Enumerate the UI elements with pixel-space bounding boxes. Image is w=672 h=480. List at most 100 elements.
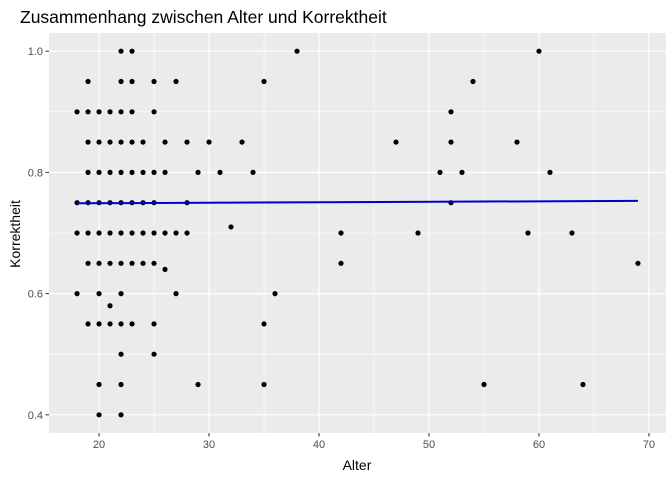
data-point bbox=[74, 230, 80, 236]
data-point bbox=[129, 109, 135, 115]
data-point bbox=[85, 78, 91, 85]
data-point bbox=[107, 260, 113, 266]
data-point bbox=[261, 381, 267, 388]
data-point bbox=[118, 291, 124, 297]
data-point bbox=[525, 230, 531, 236]
data-point bbox=[470, 78, 476, 85]
data-point bbox=[118, 381, 124, 388]
data-point bbox=[129, 78, 135, 85]
data-point bbox=[118, 412, 124, 418]
data-point bbox=[195, 381, 201, 388]
data-point bbox=[96, 139, 102, 145]
data-point bbox=[338, 230, 344, 236]
data-point bbox=[195, 169, 201, 175]
data-point bbox=[118, 78, 124, 85]
data-point bbox=[151, 78, 157, 85]
data-point bbox=[250, 169, 256, 175]
y-tick-label: 0.8 bbox=[28, 167, 43, 179]
x-axis: 20 30 40 50 60 70 bbox=[93, 433, 655, 451]
data-point bbox=[173, 78, 179, 85]
data-point bbox=[206, 139, 212, 145]
data-point bbox=[96, 260, 102, 266]
major-gridlines bbox=[49, 33, 666, 433]
data-point bbox=[162, 230, 168, 236]
data-point bbox=[140, 260, 146, 266]
data-point bbox=[437, 169, 443, 175]
data-point bbox=[393, 139, 399, 145]
data-point bbox=[74, 109, 80, 115]
y-tick-label: 0.4 bbox=[28, 410, 43, 422]
data-point bbox=[118, 260, 124, 266]
data-point bbox=[118, 351, 124, 357]
x-tick-label: 20 bbox=[93, 439, 105, 451]
data-point bbox=[151, 230, 157, 236]
data-point bbox=[228, 224, 234, 230]
data-point bbox=[415, 230, 421, 236]
data-point bbox=[107, 230, 113, 236]
data-point bbox=[151, 321, 157, 327]
data-point bbox=[151, 260, 157, 266]
data-point bbox=[261, 78, 267, 85]
x-tick-label: 60 bbox=[533, 439, 545, 451]
data-point bbox=[118, 230, 124, 236]
x-tick-label: 70 bbox=[643, 439, 655, 451]
data-point bbox=[85, 109, 91, 115]
data-point bbox=[448, 139, 454, 145]
data-point bbox=[107, 139, 113, 145]
data-point bbox=[162, 169, 168, 175]
data-point bbox=[74, 291, 80, 297]
data-point bbox=[151, 169, 157, 175]
data-point bbox=[129, 260, 135, 266]
data-point bbox=[481, 381, 487, 388]
x-tick-label: 40 bbox=[313, 439, 325, 451]
data-point bbox=[96, 412, 102, 418]
data-point bbox=[85, 260, 91, 266]
data-point bbox=[272, 291, 278, 297]
data-point bbox=[547, 169, 553, 175]
data-point bbox=[536, 48, 542, 54]
data-point bbox=[151, 351, 157, 357]
data-point bbox=[118, 109, 124, 115]
data-point bbox=[151, 109, 157, 115]
data-point bbox=[239, 139, 245, 145]
data-point bbox=[459, 169, 465, 175]
data-point bbox=[118, 169, 124, 175]
y-axis-label: Korrektheit bbox=[7, 200, 23, 268]
data-point bbox=[118, 139, 124, 145]
data-point bbox=[173, 291, 179, 297]
data-point bbox=[140, 169, 146, 175]
data-point bbox=[129, 230, 135, 236]
trend-line bbox=[77, 199, 638, 205]
data-point bbox=[580, 381, 586, 388]
data-point bbox=[107, 303, 113, 309]
data-point bbox=[129, 48, 135, 54]
data-point bbox=[85, 230, 91, 236]
data-point bbox=[107, 109, 113, 115]
data-point bbox=[184, 139, 190, 145]
data-point bbox=[129, 139, 135, 145]
data-point bbox=[448, 109, 454, 115]
data-point bbox=[569, 230, 575, 236]
y-tick-label: 0.6 bbox=[28, 289, 43, 301]
data-point bbox=[184, 230, 190, 236]
data-point bbox=[118, 321, 124, 327]
x-tick-label: 50 bbox=[423, 439, 435, 451]
data-point bbox=[96, 169, 102, 175]
data-point bbox=[338, 260, 344, 266]
data-point bbox=[96, 109, 102, 115]
data-point bbox=[129, 169, 135, 175]
data-point bbox=[162, 139, 168, 145]
data-point bbox=[85, 169, 91, 175]
data-point bbox=[294, 48, 300, 54]
data-point bbox=[107, 321, 113, 327]
data-point bbox=[96, 291, 102, 297]
data-point bbox=[118, 48, 124, 54]
data-point bbox=[129, 321, 135, 327]
data-point bbox=[635, 260, 641, 266]
data-point bbox=[140, 230, 146, 236]
chart-title: Zusammenhang zwischen Alter und Korrekth… bbox=[20, 7, 387, 27]
data-point bbox=[85, 139, 91, 145]
data-point bbox=[162, 266, 168, 272]
data-point bbox=[85, 321, 91, 327]
